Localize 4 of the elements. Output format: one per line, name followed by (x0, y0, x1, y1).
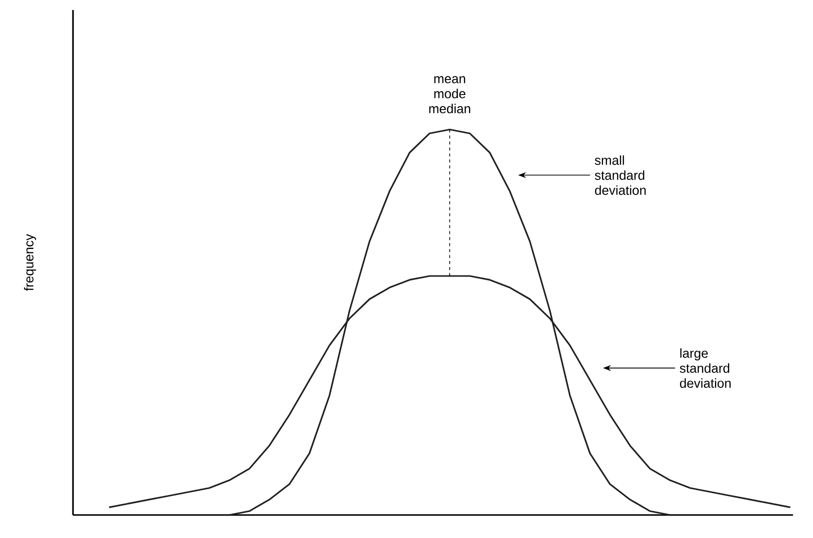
annotation: small standard deviation (594, 155, 646, 195)
annotation: large standard deviation (680, 348, 731, 388)
text: mean mode median (429, 76, 470, 114)
y-axis-title: frequency (24, 234, 36, 291)
